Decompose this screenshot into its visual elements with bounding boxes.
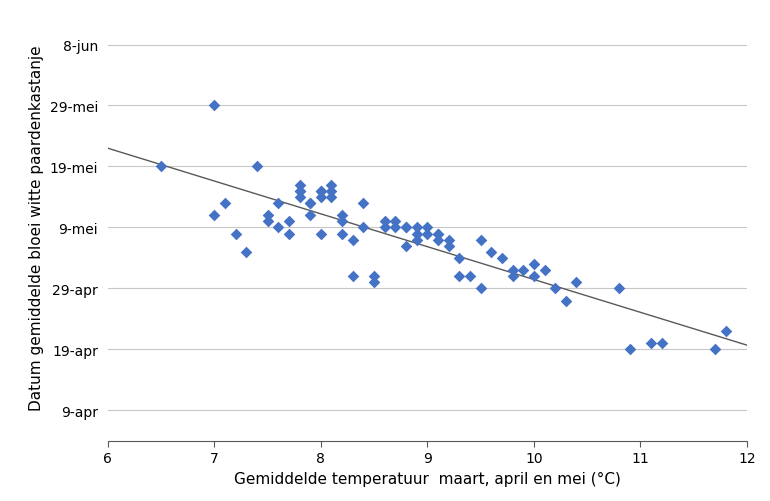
Point	[453, 255, 465, 263]
Point	[507, 273, 519, 281]
Point	[208, 212, 220, 220]
Point	[432, 230, 444, 238]
Point	[379, 218, 391, 226]
Point	[315, 230, 327, 238]
Point	[325, 193, 337, 201]
Point	[304, 199, 316, 207]
Point	[571, 279, 583, 287]
Point	[229, 230, 242, 238]
Point	[293, 181, 306, 189]
Point	[325, 187, 337, 195]
Point	[293, 193, 306, 201]
Point	[421, 224, 434, 232]
Point	[560, 297, 572, 305]
Point	[293, 187, 306, 195]
Point	[464, 273, 476, 281]
Point	[283, 218, 295, 226]
Point	[272, 199, 284, 207]
Point	[443, 242, 455, 250]
Point	[389, 224, 401, 232]
Point	[624, 346, 636, 354]
Point	[219, 199, 231, 207]
Point	[432, 236, 444, 244]
Point	[283, 230, 295, 238]
Point	[507, 267, 519, 275]
Point	[400, 242, 412, 250]
Y-axis label: Datum gemiddelde bloei witte paardenkastanje: Datum gemiddelde bloei witte paardenkast…	[29, 46, 44, 410]
Point	[655, 340, 668, 348]
Point	[443, 236, 455, 244]
Point	[261, 212, 273, 220]
Point	[453, 273, 465, 281]
Point	[368, 273, 380, 281]
Point	[400, 224, 412, 232]
Point	[240, 248, 253, 257]
Point	[538, 267, 551, 275]
Point	[336, 230, 348, 238]
Point	[432, 230, 444, 238]
Point	[613, 285, 625, 293]
Point	[346, 273, 359, 281]
Point	[410, 236, 423, 244]
Point	[251, 163, 263, 171]
Point	[368, 279, 380, 287]
Point	[315, 193, 327, 201]
Point	[315, 187, 327, 195]
Point	[644, 340, 657, 348]
Point	[304, 212, 316, 220]
Point	[208, 102, 220, 110]
Point	[410, 224, 423, 232]
Point	[421, 230, 434, 238]
Point	[272, 224, 284, 232]
Point	[304, 199, 316, 207]
Point	[357, 199, 370, 207]
Point	[485, 248, 497, 257]
Point	[155, 163, 167, 171]
Point	[474, 236, 487, 244]
Point	[719, 327, 732, 335]
Point	[315, 187, 327, 195]
Point	[379, 224, 391, 232]
Point	[261, 218, 273, 226]
Point	[357, 224, 370, 232]
Point	[708, 346, 721, 354]
Point	[474, 285, 487, 293]
Point	[346, 236, 359, 244]
Point	[389, 218, 401, 226]
Point	[527, 261, 540, 269]
Point	[325, 181, 337, 189]
Point	[336, 212, 348, 220]
Point	[549, 285, 561, 293]
X-axis label: Gemiddelde temperatuur  maart, april en mei (°C): Gemiddelde temperatuur maart, april en m…	[234, 471, 621, 486]
Point	[496, 255, 508, 263]
Point	[527, 273, 540, 281]
Point	[517, 267, 529, 275]
Point	[400, 224, 412, 232]
Point	[293, 187, 306, 195]
Point	[410, 230, 423, 238]
Point	[336, 218, 348, 226]
